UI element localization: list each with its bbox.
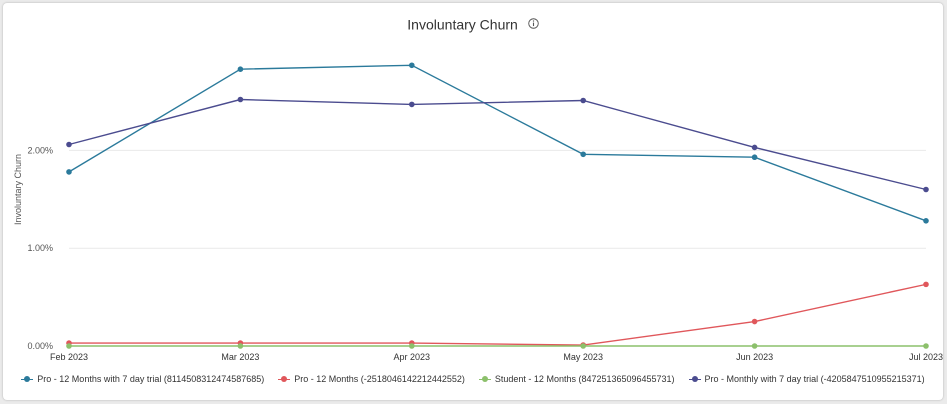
grid-lines xyxy=(69,149,926,347)
legend: Pro - 12 Months with 7 day trial (811450… xyxy=(3,374,943,384)
data-point[interactable] xyxy=(66,141,72,148)
legend-marker xyxy=(278,376,291,382)
series-line[interactable] xyxy=(68,64,927,222)
data-point[interactable] xyxy=(237,343,244,349)
data-point[interactable] xyxy=(66,169,72,175)
data-point[interactable] xyxy=(751,318,758,325)
data-point[interactable] xyxy=(237,66,244,72)
y-axis-label: Involuntary Churn xyxy=(13,154,23,225)
legend-item[interactable]: Student - 12 Months (847251365096455731) xyxy=(478,374,675,384)
x-tick-label: Jun 2023 xyxy=(736,352,773,362)
data-point[interactable] xyxy=(580,343,586,349)
data-point[interactable] xyxy=(923,343,929,349)
series-group xyxy=(66,62,929,349)
legend-label: Student - 12 Months (847251365096455731) xyxy=(494,374,675,384)
chart-header: Involuntary Churn xyxy=(3,15,943,32)
legend-item[interactable]: Pro - 12 Months with 7 day trial (811450… xyxy=(21,374,264,384)
data-point[interactable] xyxy=(66,343,72,349)
legend-item[interactable]: Pro - Monthly with 7 day trial (-4205847… xyxy=(688,374,925,384)
legend-item[interactable]: Pro - 12 Months (-2518046142212442552) xyxy=(278,374,465,384)
chart-card: Involuntary Churn 0.00% 1.00% 2.00% Feb 20… xyxy=(3,3,943,400)
data-point[interactable] xyxy=(580,151,586,158)
y-tick-label: 0.00% xyxy=(27,341,53,351)
info-icon[interactable] xyxy=(527,16,539,32)
series-line[interactable] xyxy=(68,98,927,191)
data-point[interactable] xyxy=(237,96,244,103)
y-axis-ticks: 0.00% 1.00% 2.00% xyxy=(27,145,53,351)
y-tick-label: 2.00% xyxy=(27,145,53,155)
legend-label: Pro - 12 Months (-2518046142212442552) xyxy=(294,374,465,384)
x-tick-label: Jul 2023 xyxy=(909,352,943,362)
series-4 xyxy=(66,96,929,193)
data-point[interactable] xyxy=(751,154,758,161)
legend-marker xyxy=(688,376,701,382)
data-point[interactable] xyxy=(923,218,929,224)
x-axis-ticks: Feb 2023 Mar 2023 Apr 2023 May 2023 Jun 2023… xyxy=(50,352,943,362)
chart-title: Involuntary Churn xyxy=(407,16,518,33)
data-point[interactable] xyxy=(923,186,929,193)
data-point[interactable] xyxy=(751,144,758,151)
data-point[interactable] xyxy=(409,62,415,69)
data-point[interactable] xyxy=(409,343,415,349)
series-1 xyxy=(66,62,929,224)
legend-label: Pro - Monthly with 7 day trial (-4205847… xyxy=(704,374,925,384)
x-tick-label: Feb 2023 xyxy=(50,352,88,362)
x-tick-label: Mar 2023 xyxy=(221,352,259,362)
x-tick-label: May 2023 xyxy=(563,352,603,362)
legend-label: Pro - 12 Months with 7 day trial (811450… xyxy=(37,374,265,384)
series-2 xyxy=(66,281,929,348)
data-point[interactable] xyxy=(580,97,586,104)
data-point[interactable] xyxy=(409,101,415,108)
data-point[interactable] xyxy=(751,343,758,349)
series-3 xyxy=(66,343,929,349)
line-chart: 0.00% 1.00% 2.00% Feb 2023 Mar 2023 Apr 2023… xyxy=(13,62,943,362)
series-line[interactable] xyxy=(69,283,927,346)
legend-marker xyxy=(478,376,491,382)
x-tick-label: Apr 2023 xyxy=(394,352,431,362)
data-point[interactable] xyxy=(923,281,929,288)
legend-marker xyxy=(21,376,34,382)
y-tick-label: 1.00% xyxy=(27,243,53,253)
